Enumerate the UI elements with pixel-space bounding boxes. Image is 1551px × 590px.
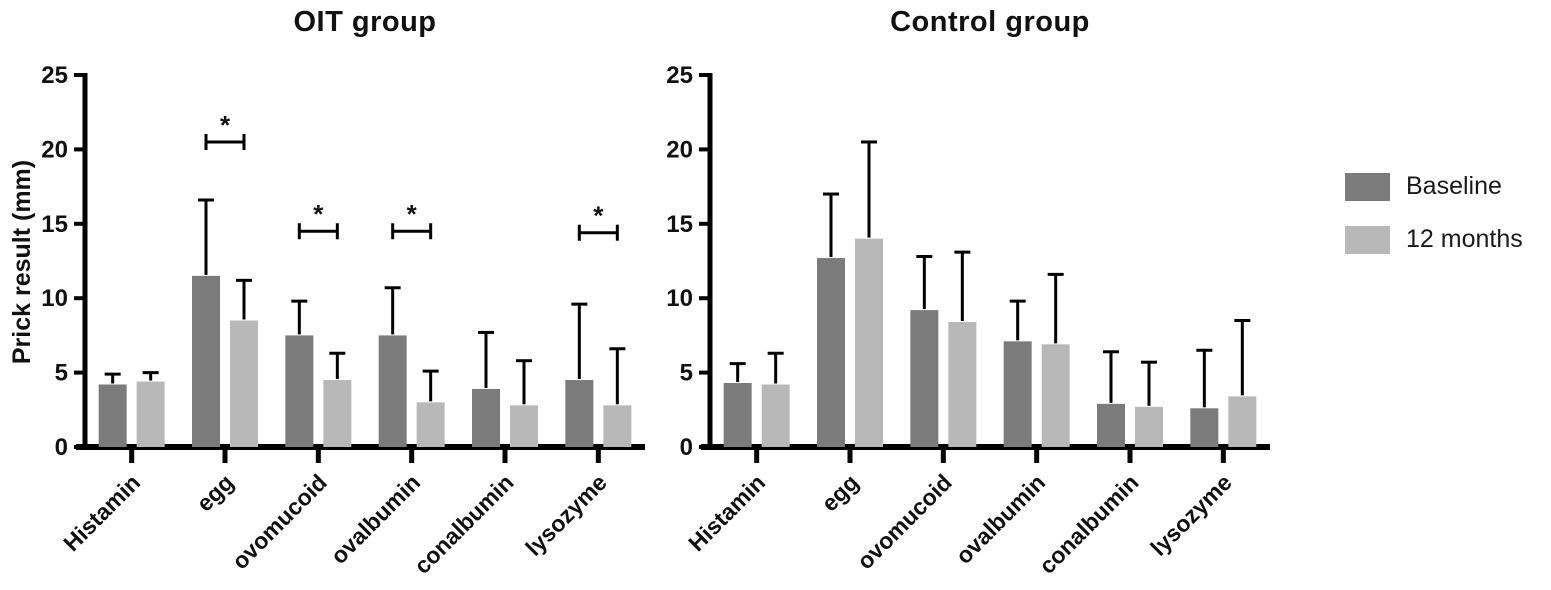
- legend-item-baseline: Baseline: [1345, 172, 1523, 201]
- bar-baseline-ovalbumin: [378, 335, 407, 447]
- baseline-color-swatch: [1345, 172, 1390, 201]
- bar-baseline-egg: [817, 258, 845, 447]
- bar-baseline-ovalbumin: [1003, 341, 1032, 447]
- bar-12months-egg: [230, 320, 258, 447]
- x-category-label: ovalbumin: [325, 469, 425, 569]
- x-category-label: lysozyme: [1145, 469, 1237, 561]
- bar-12months-histamin: [136, 381, 165, 447]
- y-tick-label: 25: [666, 62, 693, 89]
- y-tick-label: 20: [41, 136, 68, 163]
- y-tick-label: 20: [666, 136, 693, 163]
- y-tick-label: 10: [666, 285, 693, 312]
- significance-asterisk: *: [407, 199, 418, 229]
- x-category-label: egg: [191, 469, 238, 516]
- x-category-label: Histamin: [683, 469, 770, 556]
- x-category-label: conalbumin: [409, 469, 519, 579]
- legend-label-12-months: 12 months: [1406, 225, 1523, 253]
- x-category-label: conalbumin: [1034, 469, 1144, 579]
- twelve-months-color-swatch: [1345, 225, 1390, 254]
- bar-baseline-lysozyme: [565, 380, 594, 447]
- legend-label-baseline: Baseline: [1406, 172, 1502, 200]
- y-tick-label: 0: [680, 434, 693, 461]
- x-category-label: egg: [816, 469, 863, 516]
- x-category-label: Histamin: [58, 469, 145, 556]
- x-category-label: ovalbumin: [950, 469, 1050, 569]
- y-tick-label: 5: [55, 360, 68, 387]
- legend: Baseline 12 months: [1345, 172, 1523, 254]
- legend-item-12-months: 12 months: [1345, 225, 1523, 254]
- chart-title-oit: OIT group: [293, 6, 437, 38]
- chart-title-control: Control group: [890, 6, 1090, 38]
- bar-12months-histamin: [761, 384, 790, 447]
- y-tick-label: 10: [41, 285, 68, 312]
- bar-12months-egg: [855, 238, 883, 447]
- bar-baseline-histamin: [98, 384, 127, 447]
- bar-baseline-conalbumin: [472, 388, 500, 447]
- bar-12months-ovomucoid: [323, 380, 352, 447]
- x-category-label: ovomucoid: [227, 469, 332, 574]
- y-tick-label: 15: [666, 211, 693, 238]
- x-category-label: lysozyme: [520, 469, 612, 561]
- significance-asterisk: *: [313, 199, 324, 229]
- bar-12months-lysozyme: [603, 405, 632, 447]
- bar-baseline-ovomucoid: [910, 310, 939, 447]
- bar-baseline-ovomucoid: [285, 335, 314, 447]
- bar-12months-lysozyme: [1228, 396, 1257, 447]
- y-tick-label: 0: [55, 434, 68, 461]
- significance-asterisk: *: [593, 201, 604, 231]
- bar-12months-ovalbumin: [1041, 344, 1070, 447]
- y-tick-label: 5: [680, 360, 693, 387]
- bar-baseline-histamin: [723, 383, 752, 447]
- bar-baseline-egg: [192, 275, 220, 447]
- bar-12months-conalbumin: [510, 405, 538, 447]
- bar-12months-conalbumin: [1135, 406, 1163, 447]
- y-tick-label: 25: [41, 62, 68, 89]
- y-tick-label: 15: [41, 211, 68, 238]
- bar-12months-ovalbumin: [416, 402, 445, 447]
- bar-baseline-conalbumin: [1097, 403, 1125, 447]
- significance-asterisk: *: [220, 110, 231, 140]
- bar-12months-ovomucoid: [948, 322, 977, 447]
- x-category-label: ovomucoid: [852, 469, 957, 574]
- bar-baseline-lysozyme: [1190, 408, 1219, 447]
